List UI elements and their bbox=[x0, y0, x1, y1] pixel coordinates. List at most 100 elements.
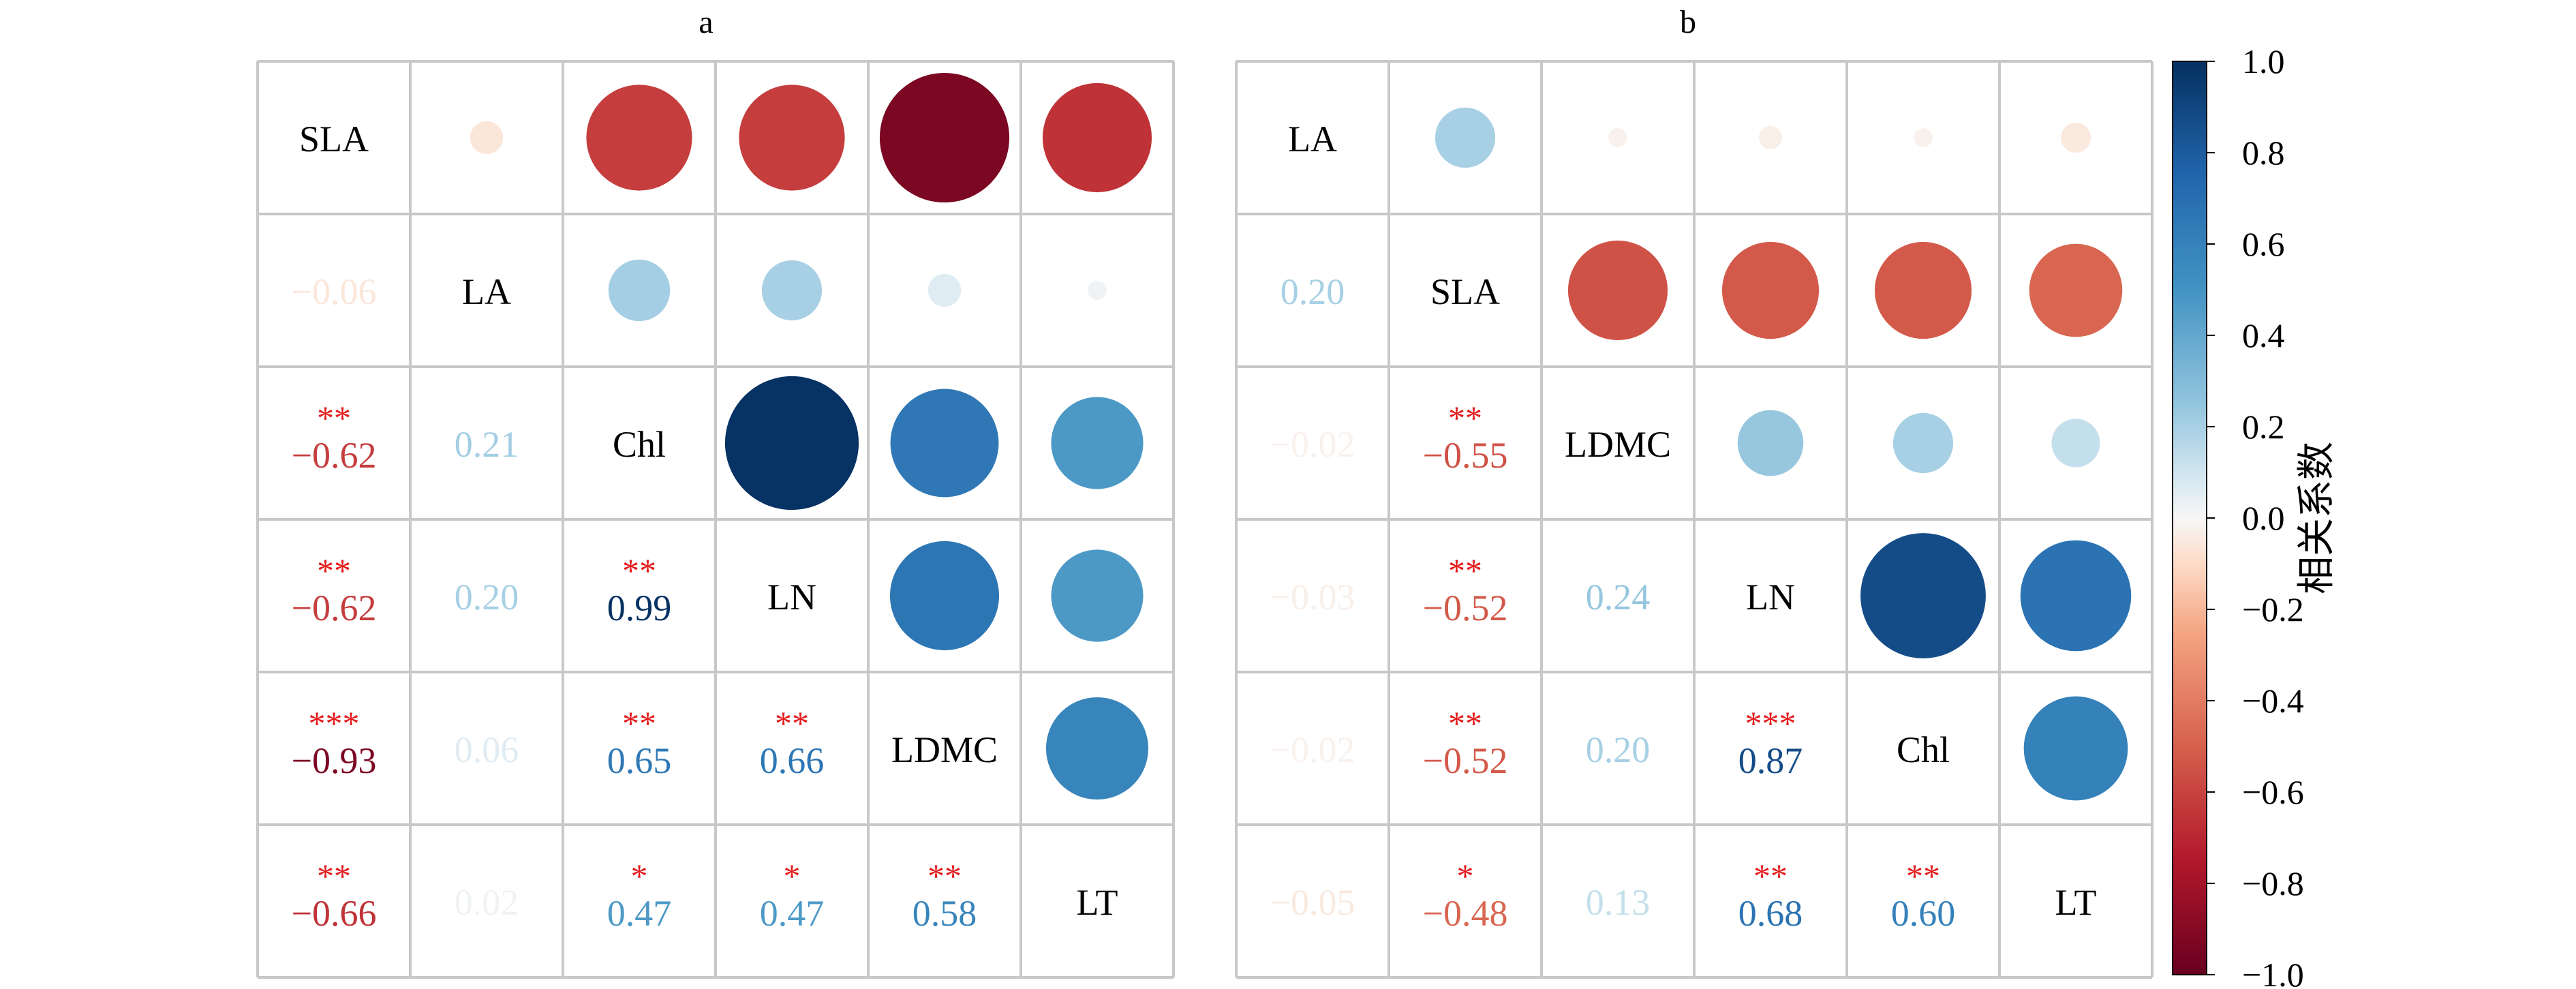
corr-value-a-5-0: −0.66 bbox=[292, 893, 377, 934]
corr-value-b-4-0: −0.02 bbox=[1270, 729, 1355, 770]
corr-circle-b-1-2 bbox=[1567, 240, 1668, 341]
colorbar-tick-label: −0.8 bbox=[2242, 864, 2304, 902]
significance-stars-b-4-3: *** bbox=[1745, 704, 1796, 742]
panel-b: b LA0.20 SLA−0.02 −0.55**LDMC−0.03 −0.52**0… bbox=[1235, 4, 2153, 979]
corr-circle-a-3-4 bbox=[889, 541, 1000, 651]
corr-circle-b-1-4 bbox=[1874, 241, 1972, 339]
variable-label-a-3: LN bbox=[767, 577, 816, 618]
corr-value-b-1-0: 0.20 bbox=[1281, 271, 1345, 312]
variable-label-a-2: Chl bbox=[613, 424, 666, 465]
corr-value-a-4-1: 0.06 bbox=[455, 729, 519, 770]
corr-value-b-4-3: 0.87 bbox=[1738, 740, 1803, 781]
corr-value-a-3-1: 0.20 bbox=[455, 577, 519, 618]
corr-value-a-3-0: −0.62 bbox=[292, 588, 377, 628]
colorbar-tick-label: 1.0 bbox=[2242, 42, 2285, 80]
corr-value-b-5-4: 0.60 bbox=[1891, 893, 1956, 934]
significance-stars-b-5-1: * bbox=[1457, 857, 1474, 895]
corr-value-b-5-3: 0.68 bbox=[1738, 893, 1803, 934]
colorbar-tick-label: −1.0 bbox=[2242, 956, 2304, 989]
corr-circle-b-0-3 bbox=[1758, 125, 1783, 150]
corr-circle-b-0-2 bbox=[1608, 128, 1627, 147]
corr-value-b-5-2: 0.13 bbox=[1586, 882, 1651, 923]
significance-stars-a-5-2: * bbox=[631, 857, 648, 895]
panel-a-title: a bbox=[699, 4, 713, 40]
colorbar-gradient bbox=[2172, 61, 2207, 975]
corr-circle-a-2-5 bbox=[1051, 397, 1144, 489]
corr-value-a-2-1: 0.21 bbox=[455, 424, 519, 465]
corr-circle-a-3-5 bbox=[1051, 549, 1144, 642]
panel-b-title: b bbox=[1680, 4, 1696, 40]
significance-stars-b-3-1: ** bbox=[1448, 551, 1482, 590]
variable-label-b-0: LA bbox=[1288, 119, 1337, 159]
corr-circle-b-1-3 bbox=[1721, 241, 1820, 339]
colorbar-tick-label: 0.4 bbox=[2242, 316, 2285, 354]
corr-value-b-4-2: 0.20 bbox=[1586, 729, 1651, 770]
corr-circle-a-4-5 bbox=[1045, 697, 1149, 800]
variable-label-b-1: SLA bbox=[1430, 271, 1500, 312]
corr-circle-a-0-3 bbox=[739, 85, 845, 191]
corr-value-b-3-0: −0.03 bbox=[1270, 577, 1355, 618]
colorbar-tick-label: 0.8 bbox=[2242, 134, 2285, 172]
colorbar-tick-label: −0.4 bbox=[2242, 682, 2304, 720]
colorbar-tick-label: 0.6 bbox=[2242, 225, 2285, 263]
significance-stars-a-4-0: *** bbox=[309, 704, 360, 742]
significance-stars-b-5-4: ** bbox=[1906, 857, 1940, 895]
corr-value-b-3-2: 0.24 bbox=[1586, 577, 1651, 618]
corr-circle-b-3-4 bbox=[1860, 533, 1986, 658]
panel-a-cells: SLA−0.06 LA−0.62**0.21 Chl−0.62**0.20 0.99*… bbox=[292, 72, 1152, 934]
variable-label-b-4: Chl bbox=[1897, 729, 1950, 770]
variable-label-a-5: LT bbox=[1076, 882, 1118, 923]
corr-circle-b-0-5 bbox=[2060, 122, 2091, 153]
corr-value-a-3-2: 0.99 bbox=[607, 588, 672, 628]
significance-stars-a-5-4: ** bbox=[927, 857, 962, 895]
corr-circle-b-0-1 bbox=[1435, 107, 1496, 168]
colorbar: 1.0 0.8 0.6 0.4 0.2 0.0 −0.2 −0.4 −0.6 −0.8 −1.0 相… bbox=[2172, 42, 2339, 989]
corr-circle-b-2-3 bbox=[1737, 410, 1804, 476]
corr-circle-b-0-4 bbox=[1914, 128, 1933, 147]
corr-circle-a-0-4 bbox=[879, 72, 1010, 203]
corr-circle-b-4-5 bbox=[2023, 696, 2128, 801]
corr-value-a-2-0: −0.62 bbox=[292, 435, 377, 476]
significance-stars-a-3-0: ** bbox=[317, 551, 351, 590]
corr-value-a-4-0: −0.93 bbox=[292, 740, 377, 781]
corr-circle-a-1-4 bbox=[927, 273, 962, 307]
colorbar-label: 相关系数 bbox=[2295, 442, 2339, 594]
colorbar-ticks: 1.0 0.8 0.6 0.4 0.2 0.0 −0.2 −0.4 −0.6 −0.8 −1.0 bbox=[2207, 42, 2304, 989]
corr-circle-a-2-4 bbox=[890, 389, 999, 498]
significance-stars-b-4-1: ** bbox=[1448, 704, 1482, 742]
significance-stars-b-2-1: ** bbox=[1448, 399, 1482, 437]
significance-stars-a-3-2: ** bbox=[622, 551, 656, 590]
significance-stars-a-5-3: * bbox=[784, 857, 801, 895]
corr-value-b-2-1: −0.55 bbox=[1423, 435, 1508, 476]
panel-a-grid bbox=[256, 60, 1175, 979]
corr-circle-a-0-5 bbox=[1042, 82, 1152, 193]
corr-circle-b-2-4 bbox=[1892, 412, 1954, 474]
colorbar-tick-label: −0.2 bbox=[2242, 590, 2304, 628]
panel-a: a SLA−0.06 LA−0.62**0.21 Chl−0.62**0.20 0.9… bbox=[256, 4, 1175, 979]
colorbar-tick-label: 0.0 bbox=[2242, 499, 2285, 537]
panel-b-grid bbox=[1235, 60, 2153, 979]
corr-value-b-5-1: −0.48 bbox=[1423, 893, 1508, 934]
corr-circle-a-1-5 bbox=[1088, 281, 1107, 300]
colorbar-tick-label: −0.6 bbox=[2242, 773, 2304, 811]
corr-value-a-5-2: 0.47 bbox=[607, 893, 672, 934]
significance-stars-b-5-3: ** bbox=[1753, 857, 1788, 895]
corr-value-a-5-3: 0.47 bbox=[760, 893, 825, 934]
corr-value-a-4-3: 0.66 bbox=[760, 740, 825, 781]
corr-circle-b-2-5 bbox=[2051, 419, 2100, 468]
corr-value-a-4-2: 0.65 bbox=[607, 740, 672, 781]
corr-circle-a-1-3 bbox=[761, 260, 823, 321]
panel-b-cells: LA0.20 SLA−0.02 −0.55**LDMC−0.03 −0.52**0.2… bbox=[1270, 107, 2132, 934]
corr-value-b-3-1: −0.52 bbox=[1423, 588, 1508, 628]
significance-stars-a-4-2: ** bbox=[622, 704, 656, 742]
variable-label-b-2: LDMC bbox=[1565, 424, 1671, 465]
variable-label-b-3: LN bbox=[1746, 577, 1795, 618]
variable-label-b-5: LT bbox=[2055, 882, 2096, 923]
variable-label-a-1: LA bbox=[462, 271, 511, 312]
corr-value-b-2-0: −0.02 bbox=[1270, 424, 1355, 465]
significance-stars-a-4-3: ** bbox=[775, 704, 809, 742]
significance-stars-a-5-0: ** bbox=[317, 857, 351, 895]
corr-value-a-1-0: −0.06 bbox=[292, 271, 377, 312]
colorbar-tick-label: 0.2 bbox=[2242, 408, 2285, 446]
